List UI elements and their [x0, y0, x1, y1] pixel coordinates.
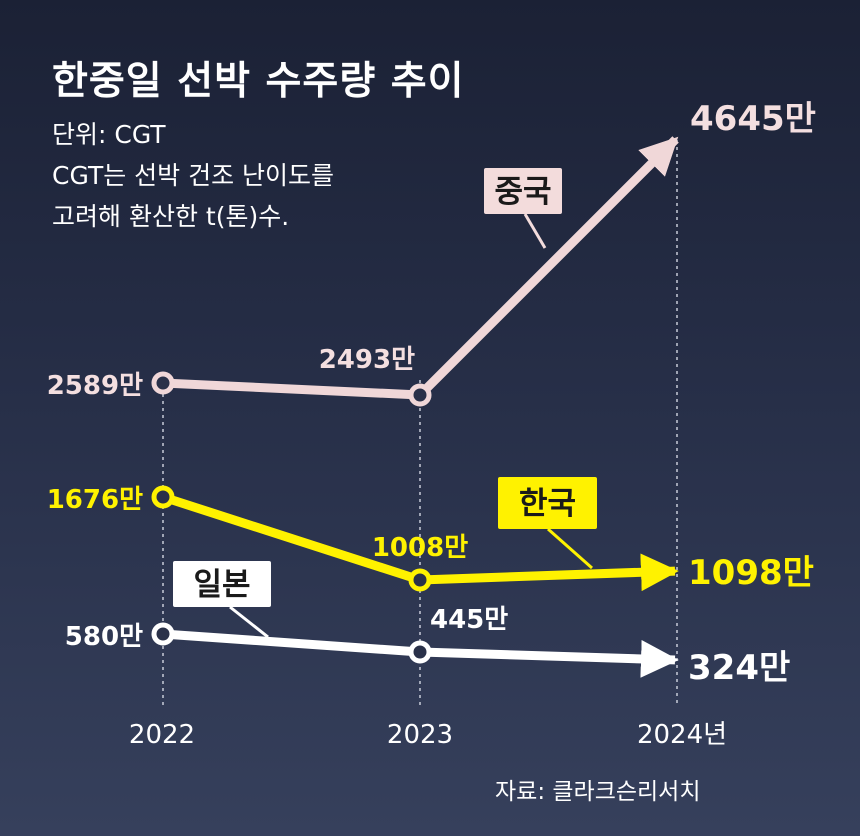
- data-label-한국-2022: 1676만: [47, 485, 143, 515]
- cgt-note-line-2: 고려해 환산한 t(톤)수.: [52, 202, 290, 231]
- data-point-일본-2022: [151, 622, 175, 646]
- data-point-일본-2023: [408, 640, 432, 664]
- data-label-중국-2024: 4645만: [690, 99, 816, 139]
- x-tick-2023: 2023: [387, 720, 453, 750]
- data-point-중국-2022: [151, 371, 175, 395]
- data-point-한국-2022: [151, 485, 175, 509]
- chart-title: 한중일 선박 수주량 추이: [52, 59, 465, 104]
- series-tag-leader-한국: [547, 527, 593, 570]
- data-label-중국-2023: 2493만: [319, 345, 415, 375]
- data-label-한국-2023: 1008만: [372, 533, 468, 563]
- x-tick-2022: 2022: [129, 720, 195, 750]
- data-point-한국-2023: [408, 568, 432, 592]
- cgt-note-line-1: CGT는 선박 건조 난이도를: [52, 161, 335, 190]
- series-name-일본: 일본: [193, 567, 250, 603]
- series-name-중국: 중국: [494, 174, 551, 210]
- series-tag-한국: [498, 477, 597, 529]
- data-label-한국-2024: 1098만: [688, 553, 814, 593]
- series-tag-leader-일본: [229, 605, 269, 639]
- x-tick-2024: 2024년: [637, 720, 727, 750]
- data-label-중국-2022: 2589만: [47, 371, 143, 401]
- data-label-일본-2024: 324만: [688, 648, 790, 688]
- series-tag-일본: [173, 561, 271, 607]
- unit-note: 단위: CGT: [52, 120, 166, 149]
- data-point-중국-2023: [408, 383, 432, 407]
- data-label-일본-2022: 580만: [65, 622, 143, 652]
- series-name-한국: 한국: [519, 486, 576, 522]
- source-note: 자료: 클라크슨리서치: [495, 779, 701, 805]
- series-tag-leader-중국: [523, 213, 547, 249]
- series-tag-중국: [484, 168, 562, 214]
- data-label-일본-2023: 445만: [430, 605, 508, 635]
